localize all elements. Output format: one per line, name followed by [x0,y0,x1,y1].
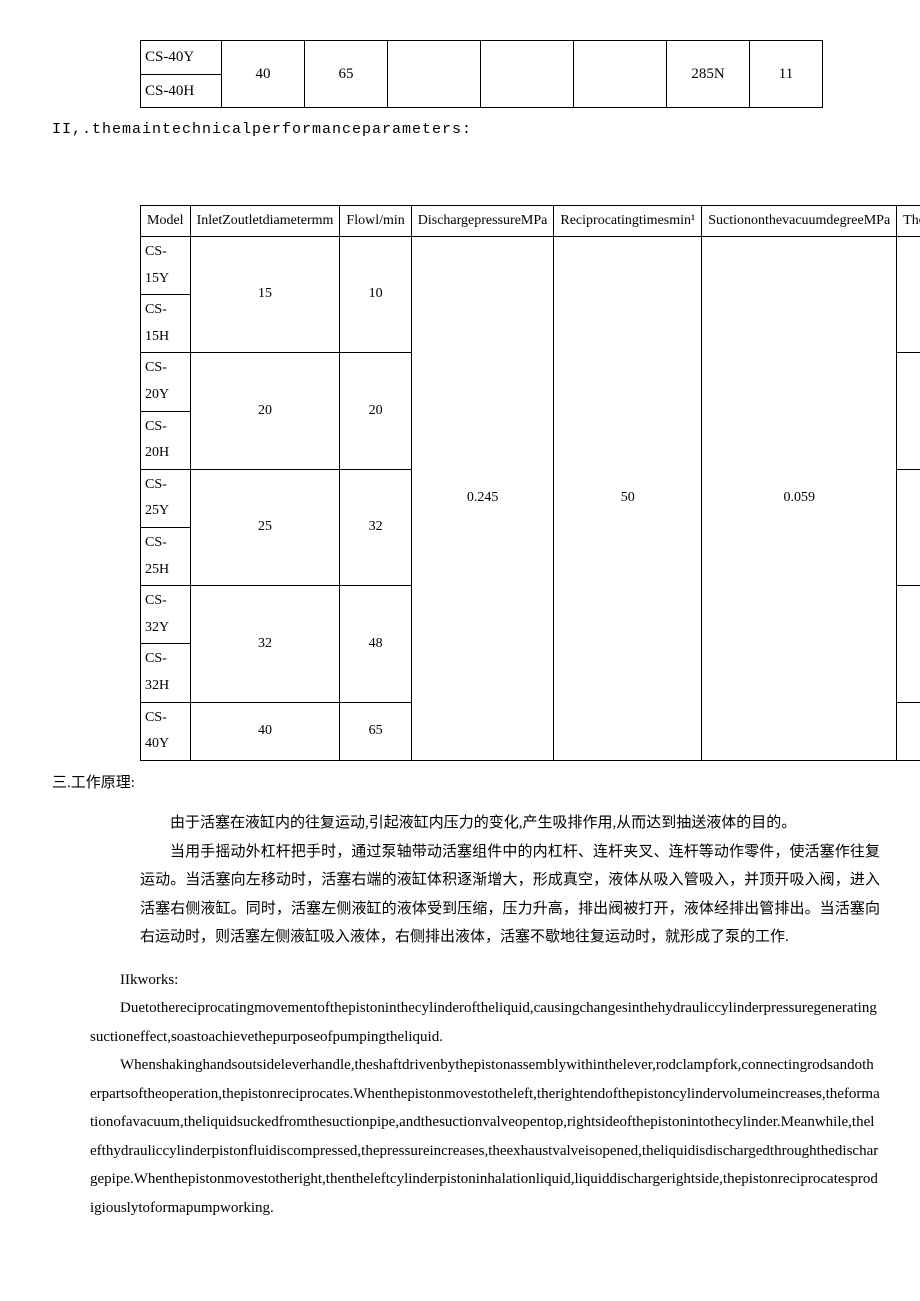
table-cell: 0.059 [702,237,897,761]
section-2-heading: II,.themaintechnicalperformanceparameter… [52,116,880,145]
table-cell: CS-25Y [141,469,191,527]
chinese-paragraph: 当用手摇动外杠杆把手时，通过泵轴带动活塞组件中的内杠杆、连杆夹叉、连杆等动作零件… [140,838,880,952]
table-cell: 40 [190,702,340,760]
table-cell: CS-40H [141,74,222,108]
table-cell: 20 [190,353,340,469]
table-cell: 132N [897,237,920,353]
section-3-heading: 三.工作原理: [52,769,880,798]
chinese-paragraph: 由于活塞在液缸内的往复运动,引起液缸内压力的变化,产生吸排作用,从而达到抽送液体… [140,809,880,838]
table-cell: 48 [340,586,411,702]
english-paragraph: Whenshakinghandsoutsideleverhandle,thesh… [90,1051,880,1222]
table-cell: CS-40Y [141,41,222,75]
top-partial-table: CS-40Y 40 65 285N 11 CS-40H [140,40,823,108]
table-cell: CS-20Y [141,353,191,411]
table-cell: 285N [897,702,920,760]
table-cell: 11 [750,41,823,108]
table-cell: 32 [340,469,411,585]
col-model: Model [141,205,191,237]
table-cell: CS-32Y [141,586,191,644]
table-cell: 40 [222,41,305,108]
table-cell: 240N [897,469,920,585]
table-cell: 65 [305,41,388,108]
table-cell: 0.245 [411,237,554,761]
table-cell: 65 [340,702,411,760]
table-cell: 10 [340,237,411,353]
english-paragraph: Duetothereciprocatingmovementofthepiston… [90,994,880,1051]
table-cell: CS-25H [141,528,191,586]
spec-table: Model InletZoutletdiametermm Flowl/min D… [140,205,920,761]
table-cell: CS-20H [141,411,191,469]
table-cell [574,41,667,108]
table-cell [388,41,481,108]
table-cell: CS-15Y [141,237,191,295]
table-cell: 32 [190,586,340,702]
table-cell: 50 [554,237,702,761]
col-discharge: DischargepressureMPa [411,205,554,237]
table-cell: 15 [190,237,340,353]
table-cell: CS-40Y [141,702,191,760]
col-diameter: InletZoutletdiametermm [190,205,340,237]
table-cell: CS-32H [141,644,191,702]
english-heading: IIkworks: [120,966,880,995]
table-cell: 25 [190,469,340,585]
col-force: Theforceonthehandle [897,205,920,237]
table-cell: 285N [667,41,750,108]
table-cell: 275N [897,586,920,702]
col-recip: Reciprocatingtimesmin¹ [554,205,702,237]
table-cell: 206N [897,353,920,469]
table-cell: CS-15H [141,295,191,353]
col-flow: Flowl/min [340,205,411,237]
col-suction: SuctiononthevacuumdegreeMPa [702,205,897,237]
table-cell: 20 [340,353,411,469]
table-cell [481,41,574,108]
